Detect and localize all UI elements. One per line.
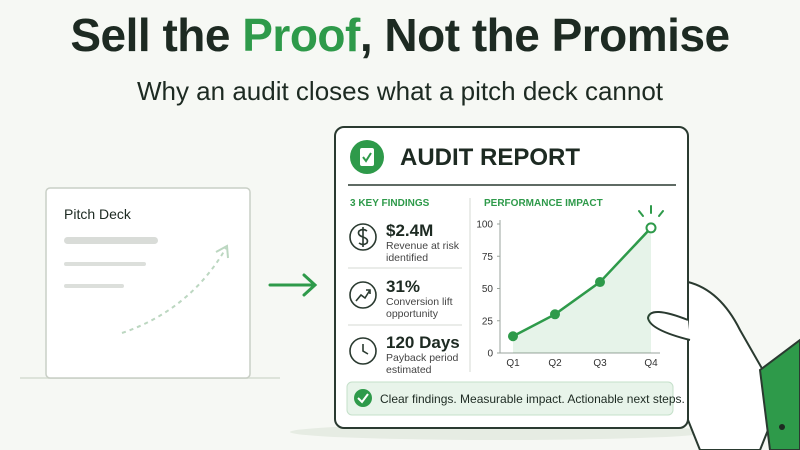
placeholder	[64, 262, 146, 266]
footer-box	[346, 381, 674, 416]
dashed-arrowhead	[215, 244, 229, 259]
finding-text: Revenue at risk identified	[386, 240, 459, 264]
y-tick-label: 50	[482, 284, 494, 295]
title-part: Sell the	[70, 9, 230, 61]
finding-icons	[349, 223, 377, 365]
line	[512, 227, 652, 338]
footer-text: Clear findings. Measurable impact. Actio…	[380, 392, 685, 406]
check	[357, 393, 369, 404]
report-title: AUDIT REPORT	[400, 144, 580, 171]
x-tick-label: Q3	[593, 358, 607, 369]
y-tick-label: 25	[482, 316, 494, 327]
y-tick-label: 0	[487, 349, 493, 360]
finding-text: Payback period estimated	[386, 352, 459, 376]
point	[595, 277, 605, 288]
pitch-deck-card	[45, 187, 251, 379]
hand	[646, 280, 800, 450]
footer-check	[354, 389, 372, 407]
check	[362, 152, 372, 163]
title-part: , Not the Promise	[359, 9, 730, 61]
point	[645, 222, 657, 234]
placeholder	[64, 284, 124, 288]
x-tick-label: Q2	[548, 358, 562, 369]
findings-heading: 3 KEY FINDINGS	[350, 198, 430, 209]
dashed-trend	[121, 247, 227, 334]
x-tick-label: Q4	[644, 358, 658, 369]
placeholder	[64, 237, 158, 244]
finding-value: $2.4M	[386, 221, 434, 240]
arrow	[268, 273, 318, 297]
clipboard	[360, 148, 374, 166]
point	[508, 331, 518, 342]
sparkle	[638, 205, 664, 217]
point	[550, 309, 560, 320]
x-tick-label: Q1	[506, 358, 520, 369]
pitch-deck-title: Pitch Deck	[64, 206, 131, 222]
title: Sell the Proof, Not the Promise	[0, 8, 800, 62]
finding-text: Conversion lift opportunity	[386, 296, 453, 320]
finding-value: 120 Days	[386, 333, 460, 352]
area	[513, 227, 651, 353]
finding-value: 31%	[386, 277, 421, 296]
y-tick-label: 75	[482, 252, 494, 263]
chart-title: PERFORMANCE IMPACT	[484, 198, 603, 209]
title-highlight: Proof	[242, 9, 360, 61]
subtitle: Why an audit closes what a pitch deck ca…	[136, 76, 664, 106]
y-tick-label: 100	[476, 220, 493, 231]
